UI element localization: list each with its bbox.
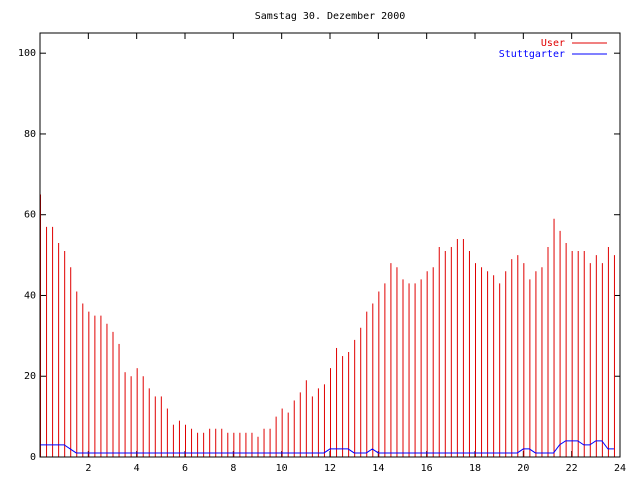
series-line xyxy=(40,440,614,454)
y-tick-label: 0 xyxy=(30,452,36,463)
legend-label: User xyxy=(541,38,565,49)
x-tick-label: 18 xyxy=(469,463,481,474)
x-tick-label: 16 xyxy=(421,463,433,474)
y-tick-label: 100 xyxy=(18,48,36,59)
y-tick-label: 20 xyxy=(24,371,36,382)
y-tick-label: 60 xyxy=(24,210,36,221)
y-tick-label: 80 xyxy=(24,129,36,140)
x-tick-label: 4 xyxy=(134,463,140,474)
y-tick-label: 40 xyxy=(24,290,36,301)
x-tick-label: 24 xyxy=(614,463,626,474)
x-tick-label: 8 xyxy=(230,463,236,474)
plot-frame xyxy=(39,32,621,458)
x-tick-label: 10 xyxy=(276,463,288,474)
x-tick-label: 20 xyxy=(517,463,529,474)
x-tick-label: 2 xyxy=(85,463,91,474)
legend-label: Stuttgarter xyxy=(499,49,565,60)
x-tick-label: 12 xyxy=(324,463,336,474)
x-tick-label: 22 xyxy=(566,463,578,474)
chart-title: Samstag 30. Dezember 2000 xyxy=(255,11,406,22)
x-tick-label: 6 xyxy=(182,463,188,474)
x-tick-label: 14 xyxy=(372,463,384,474)
